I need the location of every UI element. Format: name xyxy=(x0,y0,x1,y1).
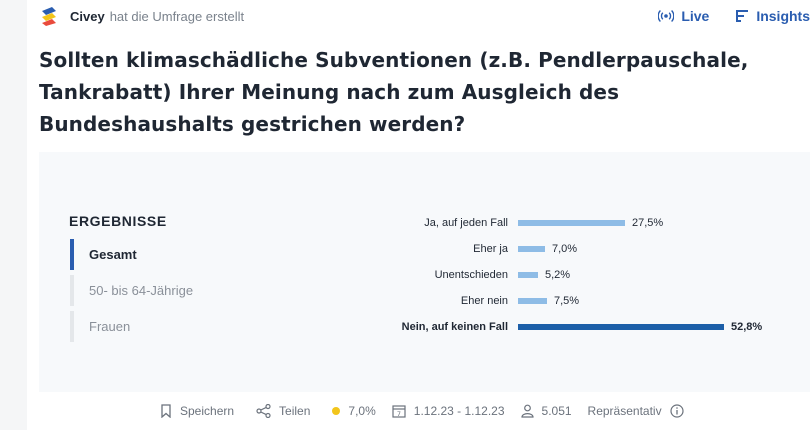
error-margin: 7,0% xyxy=(332,404,376,418)
bookmark-icon xyxy=(161,404,171,418)
filter-indicator xyxy=(70,239,74,270)
live-icon xyxy=(658,10,675,22)
filter-label: Frauen xyxy=(89,319,131,334)
answer-bar xyxy=(518,246,545,252)
answer-value: 27,5% xyxy=(632,217,664,229)
insights-button[interactable]: Insights xyxy=(735,8,810,24)
live-button[interactable]: Live xyxy=(658,8,709,24)
participants: 5.051 xyxy=(520,404,572,418)
representative-label: Repräsentativ xyxy=(587,404,662,418)
answer-bar xyxy=(518,324,724,330)
insights-icon xyxy=(736,10,749,22)
answer-bar xyxy=(518,298,547,304)
filter-indicator xyxy=(70,311,74,342)
filter-frauen[interactable]: Frauen xyxy=(70,311,220,342)
brand-name[interactable]: Civey xyxy=(70,8,105,24)
left-strip xyxy=(0,0,27,430)
answer-label: Nein, auf keinen Fall xyxy=(401,321,508,333)
answer-bar xyxy=(518,272,538,278)
answer-label: Ja, auf jeden Fall xyxy=(424,217,508,229)
results-card xyxy=(39,152,810,392)
answer-value: 7,5% xyxy=(554,295,580,307)
date-range-value: 1.12.23 - 1.12.23 xyxy=(413,404,505,418)
filter-indicator xyxy=(70,275,74,306)
answer-value: 5,2% xyxy=(545,269,571,281)
answer-label: Unentschieden xyxy=(434,269,508,281)
poll-header: Civey hat die Umfrage erstellt Live Insi… xyxy=(38,4,810,28)
save-label: Speichern xyxy=(180,404,235,418)
live-label: Live xyxy=(681,8,710,24)
calendar-icon: 7 xyxy=(392,405,406,418)
poll-footer: Speichern Teilen 7,0% 7 1.12.23 - 1.12.2… xyxy=(160,401,692,421)
answer-value: 52,8% xyxy=(731,321,763,333)
info-icon xyxy=(669,404,684,418)
filter-label: Gesamt xyxy=(89,247,137,262)
filter-50-64[interactable]: 50- bis 64-Jährige xyxy=(70,275,220,306)
poll-question: Sollten klimaschädliche Subventionen (z.… xyxy=(39,48,749,136)
share-label: Teilen xyxy=(279,404,311,418)
answer-value: 7,0% xyxy=(552,243,578,255)
representative-info[interactable]: Repräsentativ xyxy=(588,404,692,418)
save-button[interactable]: Speichern xyxy=(160,404,234,418)
answer-label: Eher ja xyxy=(473,243,508,255)
date-range: 7 1.12.23 - 1.12.23 xyxy=(392,404,505,418)
participants-value: 5.051 xyxy=(541,404,572,418)
results-title: ERGEBNISSE xyxy=(69,213,167,229)
civey-logo xyxy=(42,7,56,26)
user-icon xyxy=(520,404,534,418)
insights-label: Insights xyxy=(756,8,810,24)
status-dot-icon xyxy=(332,407,341,415)
error-margin-value: 7,0% xyxy=(348,404,376,418)
share-icon xyxy=(256,404,271,418)
filter-gesamt[interactable]: Gesamt xyxy=(70,239,220,270)
share-button[interactable]: Teilen xyxy=(256,404,310,418)
answer-label: Eher nein xyxy=(460,295,508,307)
answer-bar xyxy=(518,220,625,226)
svg-text:7: 7 xyxy=(397,410,401,418)
filter-label: 50- bis 64-Jährige xyxy=(89,283,194,298)
created-text: hat die Umfrage erstellt xyxy=(109,8,245,24)
